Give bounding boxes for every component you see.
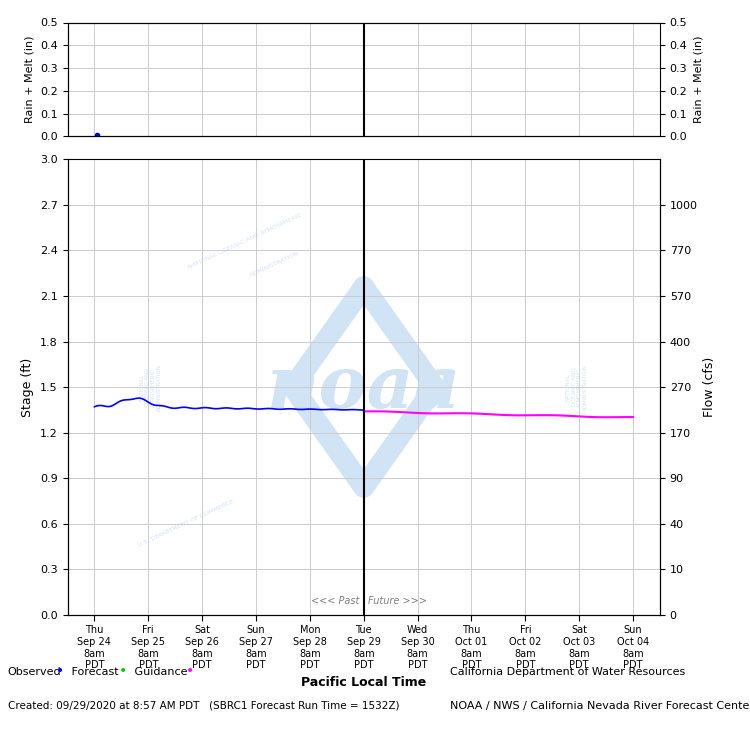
Text: NOAA / NWS / California Nevada River Forecast Center: NOAA / NWS / California Nevada River For…	[450, 700, 750, 711]
Text: Guidance: Guidance	[131, 667, 188, 677]
Text: •: •	[56, 664, 64, 678]
Text: NATIONAL
OCEANIC AND
ATMOSPHERIC
ADMINISTRATION: NATIONAL OCEANIC AND ATMOSPHERIC ADMINIS…	[566, 364, 588, 410]
Text: NATIONAL
OCEANIC AND
ATMOSPHERIC
ADMINISTRATION: NATIONAL OCEANIC AND ATMOSPHERIC ADMINIS…	[140, 364, 162, 410]
Y-axis label: Rain + Melt (in): Rain + Melt (in)	[25, 36, 34, 123]
Text: •: •	[118, 664, 127, 678]
Y-axis label: Rain + Melt (in): Rain + Melt (in)	[693, 36, 703, 123]
Text: Observed: Observed	[8, 667, 62, 677]
Text: •: •	[186, 664, 194, 678]
Text: NATIONAL OCEANIC AND ATMOSPHERIC: NATIONAL OCEANIC AND ATMOSPHERIC	[188, 213, 303, 270]
Text: <<< Past: <<< Past	[311, 596, 359, 606]
Text: U.S. DEPARTMENT OF COMMERCE: U.S. DEPARTMENT OF COMMERCE	[137, 500, 235, 548]
Text: ADMINISTRATION: ADMINISTRATION	[249, 251, 301, 278]
X-axis label: Pacific Local Time: Pacific Local Time	[301, 676, 426, 688]
Text: noaa: noaa	[266, 352, 461, 422]
Y-axis label: Flow (cfs): Flow (cfs)	[704, 357, 716, 417]
Text: Future >>>: Future >>>	[368, 596, 427, 606]
Y-axis label: Stage (ft): Stage (ft)	[21, 358, 34, 417]
Text: Created: 09/29/2020 at 8:57 AM PDT   (SBRC1 Forecast Run Time = 1532Z): Created: 09/29/2020 at 8:57 AM PDT (SBRC…	[8, 700, 399, 711]
Text: California Department of Water Resources: California Department of Water Resources	[450, 667, 686, 677]
Text: Forecast: Forecast	[68, 667, 118, 677]
